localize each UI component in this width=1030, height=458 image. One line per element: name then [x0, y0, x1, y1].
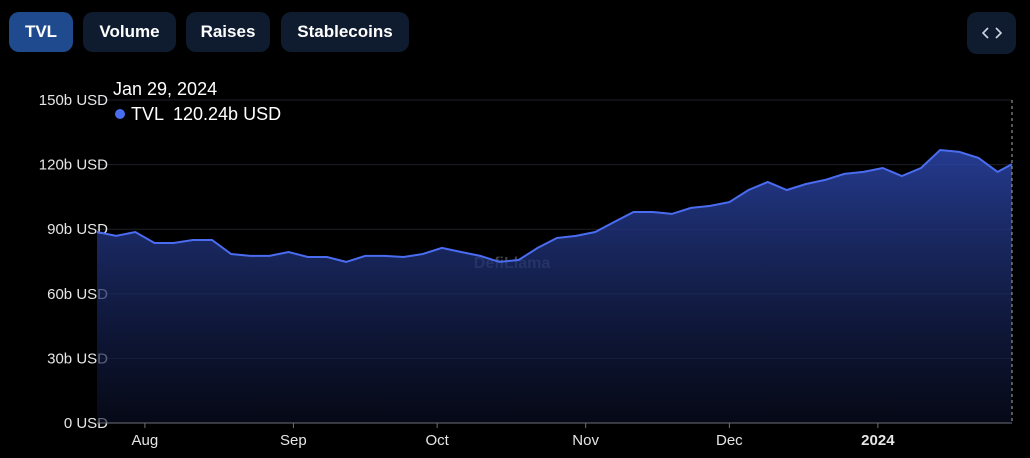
embed-button[interactable]: [967, 12, 1016, 54]
tab[interactable]: Volume: [83, 12, 176, 52]
x-tick-label: 2024: [861, 432, 895, 449]
x-tick-label: Nov: [572, 432, 599, 449]
tooltip-date: Jan 29, 2024: [113, 79, 217, 99]
x-tick-label: Sep: [280, 432, 307, 449]
y-tick-label: 90b USD: [47, 221, 108, 238]
tooltip-value: 120.24b USD: [173, 104, 281, 124]
x-tick-label: Oct: [425, 432, 449, 449]
tooltip-dot: [115, 109, 125, 119]
x-tick-label: Dec: [716, 432, 743, 449]
watermark: DefiLlama: [474, 255, 551, 272]
y-tick-label: 60b USD: [47, 286, 108, 303]
tab[interactable]: Stablecoins: [281, 12, 409, 52]
y-tick-label: 30b USD: [47, 350, 108, 367]
line: [96, 148, 1013, 263]
x-tick-label: Aug: [132, 432, 159, 449]
y-tick-label: 0 USD: [64, 415, 108, 432]
area: [97, 150, 1012, 423]
tooltip-label: TVL: [131, 104, 164, 124]
y-tick-label: 120b USD: [39, 157, 108, 174]
code-icon: [981, 27, 1002, 39]
y-tick-label: 150b USD: [39, 92, 108, 109]
tab[interactable]: TVL: [9, 12, 73, 52]
tab[interactable]: Raises: [186, 12, 270, 52]
